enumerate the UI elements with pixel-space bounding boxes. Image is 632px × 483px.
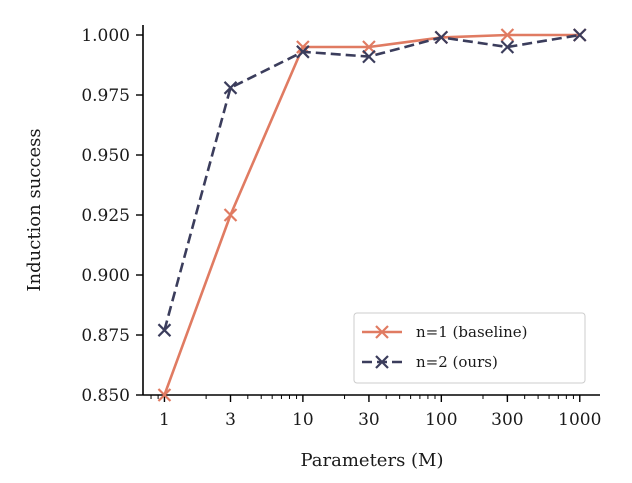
y-tick-label: 0.850 — [81, 386, 130, 406]
x-tick-label: 1 — [159, 410, 170, 430]
data-point — [362, 40, 376, 54]
series-layer — [157, 28, 587, 402]
data-point — [157, 388, 172, 402]
series-line — [163, 33, 580, 331]
x-tick-label: 300 — [491, 410, 523, 430]
data-point — [500, 40, 515, 54]
data-point — [572, 28, 587, 42]
legend-box — [353, 312, 586, 384]
x-tick-label: 100 — [425, 410, 457, 430]
data-point — [223, 81, 238, 95]
x-tick-label: 3 — [225, 410, 236, 430]
y-tick-label: 0.975 — [81, 86, 130, 106]
y-tick-label: 0.875 — [81, 326, 130, 346]
x-tick-label: 10 — [292, 410, 314, 430]
y-tick-label: 0.925 — [81, 206, 130, 226]
y-tick-label: 1.000 — [81, 26, 130, 46]
series-2 — [157, 28, 587, 337]
y-tick-label: 0.900 — [81, 266, 130, 286]
axes: 0.850 0.875 0.900 0.925 0.950 0.975 1.000 1 3 10 3… — [81, 25, 601, 430]
x-tick-label: 1000 — [558, 410, 601, 430]
y-axis-label: Induction success — [24, 128, 45, 291]
legend-label: n=2 (ours) — [416, 353, 498, 371]
legend-marker — [375, 325, 389, 339]
x-tick-label: 30 — [358, 410, 380, 430]
data-point — [362, 49, 376, 64]
data-point — [296, 45, 310, 59]
data-point — [157, 323, 172, 337]
data-point — [434, 30, 449, 45]
data-point — [223, 208, 238, 222]
legend-marker — [375, 355, 389, 369]
x-axis-label: Parameters (M) — [300, 450, 443, 471]
legend: n=1 (baseline) n=2 (ours) — [353, 312, 586, 384]
legend-label: n=1 (baseline) — [416, 323, 528, 341]
data-point — [500, 28, 515, 42]
y-tick-label: 0.950 — [81, 146, 130, 166]
